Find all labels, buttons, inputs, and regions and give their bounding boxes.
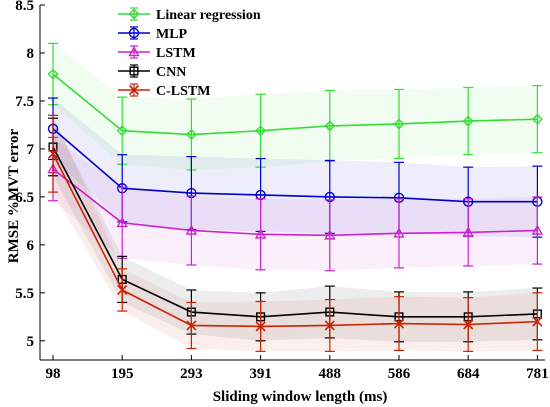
legend-entry: LSTM bbox=[118, 45, 196, 61]
y-tick-label: 8.5 bbox=[15, 0, 34, 14]
y-tick-label: 5.5 bbox=[15, 286, 34, 302]
data-point bbox=[128, 27, 140, 39]
axes-layer: 5 5.5 6 6.5 7 7.5 8 8.5 98 195 293 391 488 586 684 781 bbox=[15, 0, 548, 382]
error-band bbox=[53, 115, 538, 352]
data-point bbox=[462, 226, 474, 237]
y-axis-label: RMSE %MVT error bbox=[6, 128, 22, 263]
legend-label: LSTM bbox=[156, 46, 196, 61]
data-point bbox=[393, 318, 405, 329]
data-point bbox=[128, 8, 140, 20]
y-tick-label: 6 bbox=[27, 238, 35, 254]
error-band bbox=[53, 98, 538, 238]
data-point bbox=[128, 84, 140, 96]
y-tick-label: 7 bbox=[27, 142, 35, 158]
error-band bbox=[53, 118, 538, 342]
data-point bbox=[462, 115, 474, 127]
y-tick-label: 8 bbox=[27, 46, 35, 62]
series bbox=[47, 136, 544, 272]
data-point bbox=[324, 120, 336, 132]
data-point bbox=[324, 229, 336, 240]
x-tick-label: 586 bbox=[388, 366, 411, 382]
data-point bbox=[255, 321, 266, 332]
data-point bbox=[531, 113, 543, 125]
legend-entry: CNN bbox=[118, 64, 186, 80]
data-point bbox=[255, 125, 267, 137]
x-tick-label: 488 bbox=[319, 366, 342, 382]
series-line bbox=[52, 146, 538, 318]
legend-entry: Linear regression bbox=[118, 7, 261, 23]
legend-entry: C-LSTM bbox=[118, 83, 210, 99]
data-point bbox=[324, 320, 335, 331]
data-point bbox=[393, 227, 405, 238]
y-tick-label: 7.5 bbox=[15, 94, 34, 110]
legend: Linear regression MLP LSTM CNN C-LSTM bbox=[118, 7, 261, 99]
series-line bbox=[52, 73, 538, 136]
data-point bbox=[129, 66, 139, 76]
error-band-layer bbox=[53, 43, 538, 352]
series-line bbox=[52, 128, 538, 203]
x-tick-label: 684 bbox=[457, 366, 480, 382]
data-point bbox=[117, 284, 128, 296]
data-point bbox=[254, 228, 267, 239]
legend-label: CNN bbox=[156, 65, 186, 80]
error-band bbox=[53, 43, 538, 171]
x-tick-label: 781 bbox=[526, 366, 549, 382]
legend-entry: MLP bbox=[118, 26, 188, 42]
series bbox=[47, 114, 543, 352]
data-point bbox=[116, 125, 128, 137]
legend-label: C-LSTM bbox=[156, 84, 210, 99]
error-band bbox=[53, 137, 538, 271]
series-layer bbox=[47, 42, 544, 352]
data-point bbox=[393, 118, 405, 130]
data-point bbox=[116, 216, 128, 228]
data-point bbox=[532, 316, 543, 327]
x-axis-label: Sliding window length (ms) bbox=[213, 389, 388, 405]
data-point bbox=[47, 148, 59, 159]
data-point bbox=[185, 224, 198, 235]
x-tick-label: 98 bbox=[46, 366, 61, 382]
data-point bbox=[47, 68, 59, 80]
data-point bbox=[463, 319, 474, 330]
legend-label: MLP bbox=[156, 27, 188, 42]
data-point bbox=[128, 46, 140, 57]
legend-label: Linear regression bbox=[156, 8, 261, 23]
x-tick-label: 195 bbox=[111, 366, 134, 382]
data-point bbox=[531, 224, 544, 235]
data-point bbox=[185, 129, 197, 141]
y-tick-label: 6.5 bbox=[15, 190, 34, 206]
series-line bbox=[52, 168, 538, 237]
series bbox=[47, 42, 543, 171]
x-tick-label: 293 bbox=[180, 366, 203, 382]
x-tick-label: 391 bbox=[249, 366, 272, 382]
data-point bbox=[186, 320, 197, 331]
series-line bbox=[52, 153, 538, 328]
y-tick-label: 5 bbox=[27, 334, 35, 350]
